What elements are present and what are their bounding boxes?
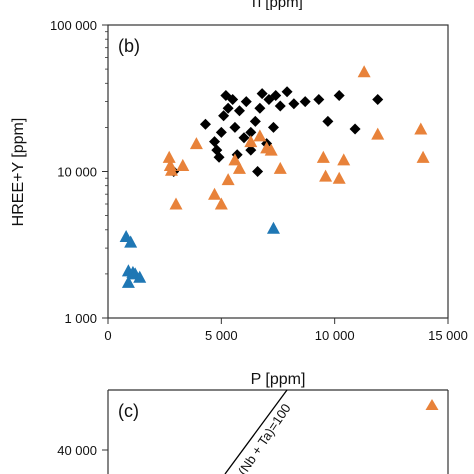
data-point <box>349 123 361 135</box>
data-point <box>313 94 325 106</box>
y-tick-label: 10 000 <box>57 165 97 180</box>
data-point <box>333 90 345 102</box>
data-point <box>337 153 351 166</box>
y-tick-label-c: 40 000 <box>57 443 97 458</box>
data-point <box>371 127 385 140</box>
data-point <box>249 115 261 127</box>
x-tick-label: 5 000 <box>205 328 238 343</box>
data-point <box>253 129 267 142</box>
data-point <box>232 161 246 174</box>
data-point <box>264 143 278 156</box>
panel-c-chart: (c) 40 000 (Nb + Ta)=100 <box>57 389 449 474</box>
x-axis-label: P [ppm] <box>251 371 306 388</box>
data-point <box>266 221 280 234</box>
data-point <box>254 102 266 114</box>
x-tick-label: 10 000 <box>315 328 355 343</box>
panel-label-b: (b) <box>118 36 140 56</box>
panel-label-c: (c) <box>118 401 139 421</box>
data-point <box>240 96 252 108</box>
data-point <box>281 86 293 98</box>
data-point <box>124 235 138 248</box>
data-point <box>288 98 300 110</box>
data-point <box>208 187 222 200</box>
data-point <box>233 105 245 117</box>
data-point <box>332 171 346 184</box>
top-cutoff-label: Ti [ppm] <box>249 0 303 11</box>
data-point <box>267 121 279 133</box>
data-point <box>273 161 287 174</box>
data-point <box>169 197 183 210</box>
data-point <box>121 275 135 288</box>
data-point <box>218 110 230 122</box>
data-point <box>222 102 234 114</box>
data-point <box>133 270 147 283</box>
data-points <box>119 65 430 288</box>
y-tick-label: 100 000 <box>50 18 97 33</box>
y-axis-label: HREE+Y [ppm] <box>10 118 27 227</box>
x-tick-label: 0 <box>104 328 111 343</box>
data-point <box>162 150 176 163</box>
data-point <box>416 150 430 163</box>
panel-b-chart: (b) 0 5 000 10 000 15 000 1 000 10 000 100 00… <box>10 18 468 388</box>
data-point <box>229 121 241 133</box>
data-point <box>164 163 178 176</box>
data-point <box>227 94 239 106</box>
data-point <box>252 166 264 177</box>
x-tick-label: 15 000 <box>428 328 468 343</box>
data-point <box>238 132 250 144</box>
data-point-c <box>425 399 439 410</box>
data-point <box>245 126 257 138</box>
reference-line-label-c: (Nb + Ta)=100 <box>235 401 294 474</box>
data-point <box>244 135 258 148</box>
data-point <box>316 150 330 163</box>
data-point <box>189 137 203 150</box>
data-point <box>213 151 225 163</box>
data-point <box>256 88 268 100</box>
data-point <box>299 96 311 108</box>
data-point <box>228 153 242 166</box>
y-axis-ticks: 1 000 10 000 100 000 <box>50 18 108 326</box>
data-point <box>199 118 211 130</box>
data-point <box>357 65 371 78</box>
data-point <box>319 169 333 182</box>
data-point <box>270 90 282 102</box>
data-point <box>221 173 235 186</box>
y-tick-label: 1 000 <box>64 311 97 326</box>
x-axis-ticks: 0 5 000 10 000 15 000 <box>104 318 468 343</box>
data-point <box>215 126 227 138</box>
data-point <box>245 144 257 156</box>
data-point <box>414 122 428 135</box>
data-point <box>274 100 286 112</box>
data-point <box>209 136 221 148</box>
data-point <box>214 197 228 210</box>
data-point <box>322 115 334 127</box>
data-point <box>372 94 384 106</box>
reference-line-c <box>224 389 288 474</box>
data-point <box>176 158 190 171</box>
